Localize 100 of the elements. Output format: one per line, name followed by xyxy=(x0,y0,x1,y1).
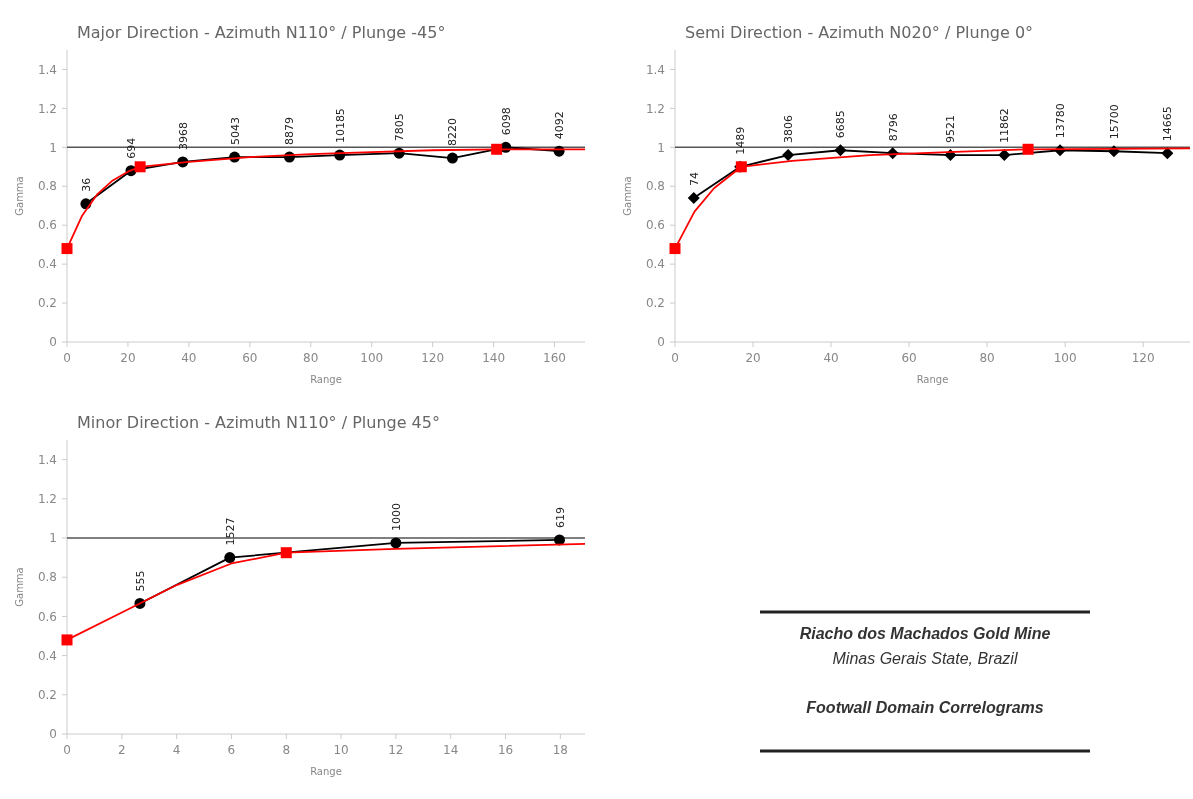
annotation: 36 xyxy=(79,177,93,192)
annotation: 1527 xyxy=(223,517,237,546)
point xyxy=(446,152,458,164)
y-tick-label: 1 xyxy=(657,140,665,155)
annotation: 555 xyxy=(133,570,147,592)
x-axis-title: Range xyxy=(310,374,342,385)
annotation: 1489 xyxy=(734,126,748,155)
point xyxy=(134,161,146,173)
x-axis-title: Range xyxy=(916,374,949,385)
annotation: 6685 xyxy=(834,110,848,139)
y-axis-title: Gamma xyxy=(14,176,25,216)
annotation: 10185 xyxy=(333,108,347,144)
y-tick-label: 0.2 xyxy=(37,688,57,702)
x-tick-label: 0 xyxy=(63,743,71,757)
x-tick-label: 6 xyxy=(227,743,236,757)
point xyxy=(491,143,503,155)
annotation: 7805 xyxy=(393,113,407,142)
x-tick-label: 12 xyxy=(388,743,404,757)
x-tick-label: 0 xyxy=(63,351,71,365)
y-tick-label: 1.2 xyxy=(37,101,57,116)
y-tick-label: 1.2 xyxy=(37,492,57,506)
y-tick-label: 0.8 xyxy=(37,179,57,194)
annotation: 13780 xyxy=(1054,103,1068,139)
x-tick-label: 100 xyxy=(360,351,384,365)
y-axis-title: Gamma xyxy=(14,567,25,607)
y-tick-label: 0.2 xyxy=(645,296,665,311)
annotation: 3968 xyxy=(176,121,190,150)
point xyxy=(61,243,73,255)
point xyxy=(390,537,402,549)
x-axis-title: Range xyxy=(310,766,342,777)
point xyxy=(61,634,73,646)
y-tick-label: 0.8 xyxy=(645,179,665,194)
annotation: 9521 xyxy=(944,115,958,144)
point xyxy=(669,243,681,255)
y-tick-label: 0 xyxy=(657,335,665,350)
annotation: 619 xyxy=(553,506,567,528)
x-tick-label: 40 xyxy=(823,351,839,365)
y-tick-label: 0.6 xyxy=(645,218,665,233)
y-tick-label: 1.2 xyxy=(645,101,665,116)
annotation: 5043 xyxy=(228,117,242,146)
annotation: 694 xyxy=(124,137,138,159)
y-tick-label: 0.6 xyxy=(37,609,57,624)
x-tick-label: 60 xyxy=(242,351,258,365)
x-tick-label: 120 xyxy=(1131,351,1155,365)
text: Riacho dos Machados Gold Mine xyxy=(799,625,1051,642)
chart-title: Major Direction - Azimuth N110° / Plunge -45° xyxy=(77,23,446,42)
point xyxy=(834,144,847,157)
annotation: 6098 xyxy=(499,107,513,136)
y-tick-label: 1 xyxy=(49,140,57,155)
x-tick-label: 2 xyxy=(117,743,126,757)
y-tick-label: 0.6 xyxy=(37,218,57,233)
text: Footwall Domain Correlograms xyxy=(806,699,1044,716)
y-tick-label: 1.4 xyxy=(37,62,57,77)
annotation: 74 xyxy=(687,171,701,186)
y-tick-label: 1.4 xyxy=(645,62,665,77)
annotation: 11862 xyxy=(998,108,1012,144)
point xyxy=(782,149,795,162)
x-tick-label: 80 xyxy=(979,351,995,365)
annotation: 1000 xyxy=(389,502,403,531)
annotation: 14665 xyxy=(1161,106,1175,142)
y-tick-label: 0 xyxy=(49,727,57,742)
x-tick-label: 4 xyxy=(172,743,181,757)
x-tick-label: 120 xyxy=(421,351,445,365)
point xyxy=(687,191,700,204)
y-tick-label: 0.4 xyxy=(37,648,57,663)
x-tick-label: 18 xyxy=(552,743,568,757)
x-tick-label: 20 xyxy=(745,351,761,365)
annotation: 8879 xyxy=(283,117,297,146)
x-tick-label: 80 xyxy=(303,351,319,365)
x-tick-label: 60 xyxy=(901,351,917,365)
x-tick-label: 40 xyxy=(181,351,197,365)
y-tick-label: 0.4 xyxy=(37,257,57,272)
y-tick-label: 1 xyxy=(49,531,57,546)
text: Minas Gerais State, Brazil xyxy=(832,650,1018,667)
point xyxy=(224,552,236,564)
x-tick-label: 8 xyxy=(282,743,291,757)
annotation: 8220 xyxy=(446,118,460,147)
y-tick-label: 0.2 xyxy=(37,296,57,311)
chart-title: Semi Direction - Azimuth N020° / Plunge 0° xyxy=(685,23,1034,42)
annotation: 4092 xyxy=(553,111,567,140)
y-tick-label: 1.4 xyxy=(37,452,57,467)
y-tick-label: 0 xyxy=(49,335,57,350)
point xyxy=(280,547,292,559)
x-tick-label: 100 xyxy=(1053,351,1077,365)
x-tick-label: 10 xyxy=(333,743,349,757)
chart-title: Minor Direction - Azimuth N110° / Plunge 45° xyxy=(77,413,440,432)
x-tick-label: 160 xyxy=(543,351,566,365)
y-axis-title: Gamma xyxy=(622,176,633,216)
annotation: 3806 xyxy=(782,115,796,144)
point xyxy=(1022,143,1034,155)
y-tick-label: 0.8 xyxy=(37,570,57,585)
x-tick-label: 20 xyxy=(120,351,136,365)
y-tick-label: 0.4 xyxy=(645,257,665,272)
x-tick-label: 0 xyxy=(671,351,679,365)
point xyxy=(554,534,566,546)
x-tick-label: 14 xyxy=(443,743,459,757)
point xyxy=(998,149,1011,162)
point xyxy=(1161,147,1174,160)
x-tick-label: 16 xyxy=(497,743,514,757)
annotation: 8796 xyxy=(886,113,900,142)
